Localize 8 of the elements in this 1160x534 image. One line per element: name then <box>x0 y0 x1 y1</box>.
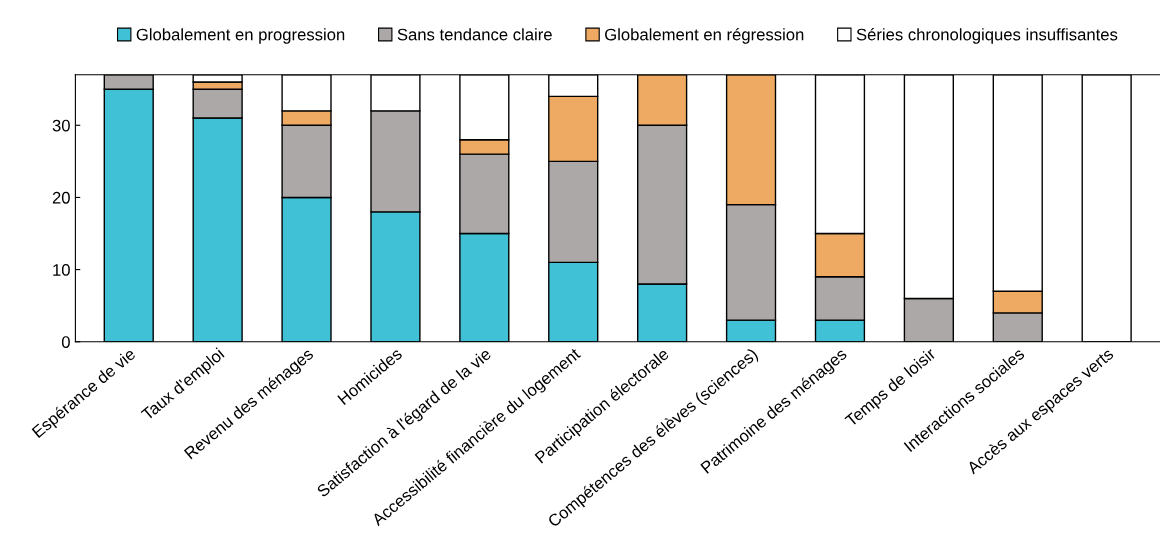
y-tick-label: 0 <box>61 336 70 348</box>
legend-label: Séries chronologiques insuffisantes <box>856 28 1118 44</box>
y-tick-label: 20 <box>52 191 70 204</box>
legend-label: Sans tendance claire <box>397 28 552 41</box>
legend-label: Globalement en progression <box>136 28 345 44</box>
y-tick-label: 10 <box>53 264 70 276</box>
y-tick-label: 30 <box>52 119 70 132</box>
legend-label: Globalement en régression <box>605 28 804 44</box>
